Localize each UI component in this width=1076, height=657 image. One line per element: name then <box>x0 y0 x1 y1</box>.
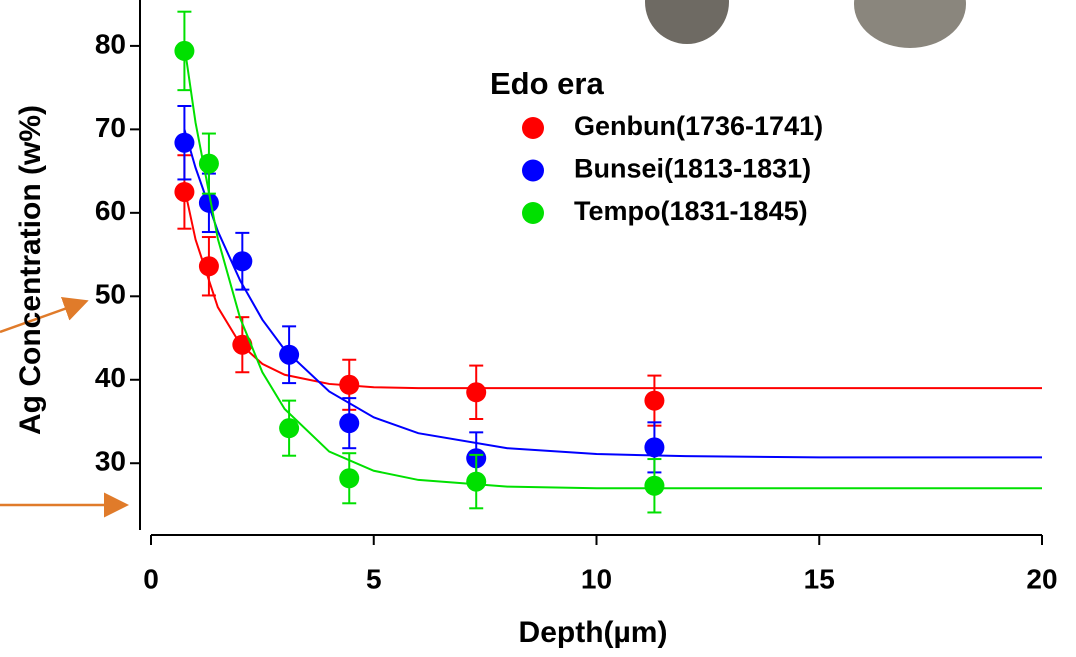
data-point <box>644 390 665 411</box>
y-tick-label: 30 <box>95 446 126 477</box>
legend-marker <box>522 159 544 182</box>
y-axis-label: Ag Concentration (w%) <box>14 105 47 435</box>
y-tick-label: 40 <box>95 362 126 393</box>
data-point <box>644 437 665 458</box>
data-point <box>232 251 253 272</box>
coin-image <box>645 0 729 44</box>
data-point <box>279 344 300 365</box>
coin-image <box>854 0 966 48</box>
data-point <box>466 471 487 492</box>
data-point <box>339 374 360 395</box>
data-point <box>198 192 219 213</box>
legend-title: Edo era <box>490 66 604 101</box>
legend-label: Bunsei(1813-1831) <box>574 154 811 184</box>
y-tick-label: 80 <box>95 28 126 59</box>
legend-marker <box>522 117 544 139</box>
data-point <box>339 468 360 489</box>
data-point <box>174 181 195 202</box>
fit-line <box>183 129 1042 459</box>
data-point <box>232 334 253 355</box>
data-point <box>279 418 300 439</box>
x-tick-label: 10 <box>581 563 612 594</box>
legend-label: Genbun(1736-1741) <box>574 111 823 141</box>
data-point <box>339 413 360 434</box>
x-axis-label: Depth(µm) <box>519 616 668 649</box>
y-tick-label: 70 <box>95 112 126 143</box>
data-point <box>644 475 665 496</box>
y-tick-label: 60 <box>95 195 126 226</box>
data-point <box>174 132 195 153</box>
x-tick-label: 20 <box>1026 563 1057 594</box>
x-tick-label: 0 <box>143 563 159 594</box>
legend-marker <box>522 202 544 224</box>
x-tick-label: 5 <box>366 563 382 594</box>
data-point <box>198 153 219 174</box>
legend-label: Tempo(1831-1845) <box>574 196 808 226</box>
y-tick-label: 50 <box>95 279 126 310</box>
data-point <box>198 256 219 277</box>
fit-line <box>183 45 1042 490</box>
data-point <box>466 382 487 403</box>
data-point <box>174 40 195 61</box>
arrow <box>0 296 89 334</box>
x-tick-label: 15 <box>804 563 835 594</box>
